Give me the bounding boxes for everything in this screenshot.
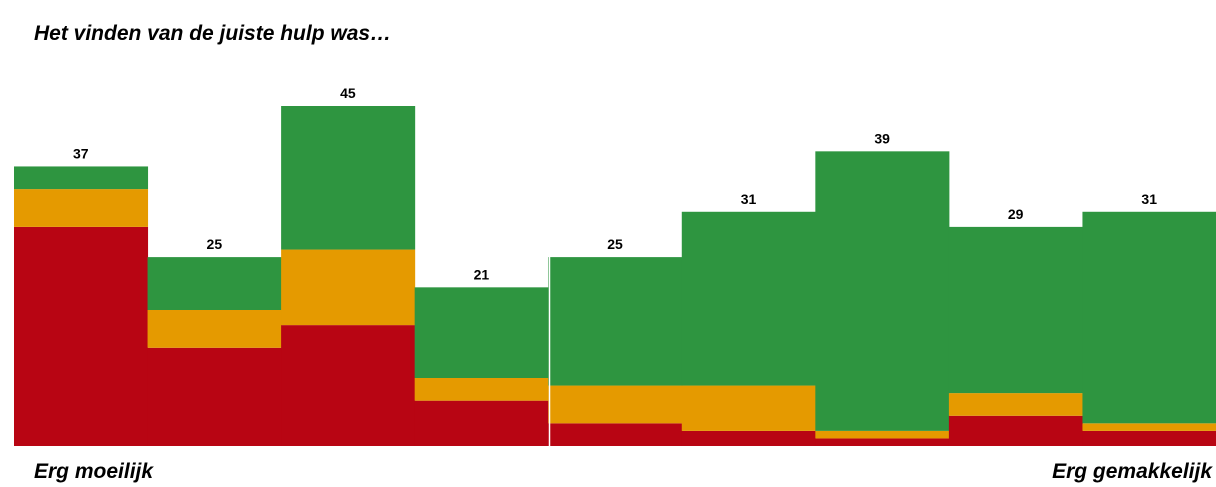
- bar-segment: [948, 415, 1083, 446]
- bar-segment: [681, 211, 816, 386]
- bar-segment: [948, 226, 1083, 394]
- bar-segment: [681, 430, 816, 446]
- bar-segment: [147, 310, 282, 348]
- total-label: 29: [1008, 206, 1024, 222]
- bar-segment: [281, 325, 416, 446]
- bar-segment: [14, 189, 149, 227]
- total-label: 45: [340, 85, 356, 101]
- bar-segment: [14, 166, 149, 190]
- total-label: 25: [207, 236, 223, 252]
- total-label: 31: [741, 191, 757, 207]
- total-label: 37: [73, 145, 89, 161]
- bar-segment: [548, 423, 683, 446]
- x-label-right: Erg gemakkelijk: [1052, 460, 1213, 483]
- bar-segment: [414, 287, 549, 378]
- bar-segment: [681, 385, 816, 431]
- total-label: 21: [474, 266, 490, 282]
- bar-segment: [281, 249, 416, 326]
- x-label-left: Erg moeilijk: [34, 460, 154, 483]
- total-label: 39: [874, 130, 890, 146]
- bar-segment: [414, 378, 549, 401]
- bar-segment: [815, 151, 950, 431]
- bar-segment: [548, 385, 683, 424]
- total-label: 25: [607, 236, 623, 252]
- bar-segment: [14, 226, 149, 446]
- bar-segment: [1082, 211, 1216, 424]
- bar-segment: [1082, 430, 1216, 446]
- bar-segment: [815, 438, 950, 446]
- bar-segment: [815, 430, 950, 439]
- bar-segment: [948, 393, 1083, 416]
- bar-segment: [414, 400, 549, 446]
- bar-segment: [147, 257, 282, 310]
- bar-segment: [1082, 423, 1216, 431]
- chart-title: Het vinden van de juiste hulp was…: [34, 22, 391, 45]
- total-label: 31: [1141, 191, 1157, 207]
- bar-segment: [147, 347, 282, 446]
- bar-segment: [281, 106, 416, 250]
- bars: [14, 106, 1216, 446]
- bar-segment: [548, 257, 683, 386]
